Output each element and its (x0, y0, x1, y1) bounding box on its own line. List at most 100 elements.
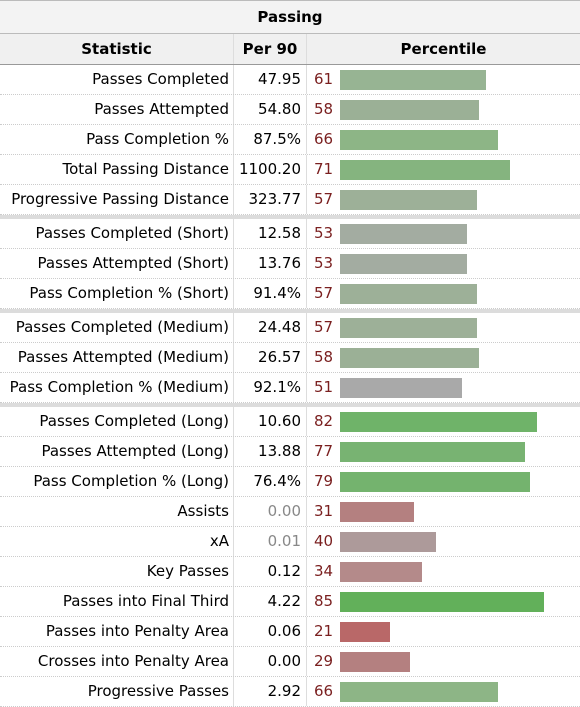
percentile-value: 40 (314, 532, 334, 550)
percentile-bar (340, 501, 414, 522)
percentile-cell: 66 (307, 677, 580, 706)
per90-value: 54.80 (234, 95, 307, 124)
table-row: Passes Completed (Short) 12.58 53 (0, 219, 580, 249)
table-row: Pass Completion % (Short) 91.4% 57 (0, 279, 580, 309)
percentile-bar (340, 223, 467, 244)
stat-name: Progressive Passes (0, 677, 234, 706)
percentile-cell: 82 (307, 407, 580, 436)
stat-name: Pass Completion % (0, 125, 234, 154)
stat-name: Progressive Passing Distance (0, 185, 234, 214)
stat-name: Total Passing Distance (0, 155, 234, 184)
percentile-bar (340, 591, 544, 612)
per90-value: 0.00 (234, 497, 307, 526)
per90-value: 13.76 (234, 249, 307, 278)
table-row: Passes into Penalty Area 0.06 21 (0, 617, 580, 647)
stat-name: Passes into Penalty Area (0, 617, 234, 646)
table-row: Crosses into Penalty Area 0.00 29 (0, 647, 580, 677)
table-row: Total Passing Distance 1100.20 71 (0, 155, 580, 185)
percentile-cell: 58 (307, 343, 580, 372)
percentile-bar (340, 159, 510, 180)
percentile-bar (340, 189, 477, 210)
percentile-bar (340, 411, 537, 432)
percentile-value: 57 (314, 318, 334, 336)
percentile-value: 66 (314, 130, 334, 148)
per90-value: 0.00 (234, 647, 307, 676)
stat-name: Pass Completion % (Short) (0, 279, 234, 308)
percentile-value: 57 (314, 190, 334, 208)
percentile-value: 53 (314, 224, 334, 242)
table-title: Passing (0, 0, 580, 34)
group-separator (0, 309, 580, 313)
percentile-bar (340, 377, 462, 398)
percentile-cell: 21 (307, 617, 580, 646)
table-row: Passes Attempted (Long) 13.88 77 (0, 437, 580, 467)
table-row: xA 0.01 40 (0, 527, 580, 557)
table-row: Passes Attempted (Medium) 26.57 58 (0, 343, 580, 373)
header-statistic[interactable]: Statistic (0, 34, 234, 64)
percentile-bar (340, 621, 390, 642)
table-row: Passes Completed (Medium) 24.48 57 (0, 313, 580, 343)
per90-value: 26.57 (234, 343, 307, 372)
table-row: Passes into Final Third 4.22 85 (0, 587, 580, 617)
percentile-bar (340, 441, 525, 462)
per90-value: 0.06 (234, 617, 307, 646)
percentile-value: 85 (314, 592, 334, 610)
table-row: Pass Completion % (Medium) 92.1% 51 (0, 373, 580, 403)
percentile-value: 34 (314, 562, 334, 580)
stat-name: Passes Attempted (Short) (0, 249, 234, 278)
stat-name: Passes Attempted (0, 95, 234, 124)
percentile-value: 79 (314, 472, 334, 490)
percentile-cell: 31 (307, 497, 580, 526)
stat-name: Crosses into Penalty Area (0, 647, 234, 676)
table-row: Pass Completion % (Long) 76.4% 79 (0, 467, 580, 497)
percentile-bar (340, 561, 422, 582)
stat-name: Passes Attempted (Medium) (0, 343, 234, 372)
table-row: Progressive Passes 2.92 66 (0, 677, 580, 707)
percentile-cell: 57 (307, 313, 580, 342)
per90-value: 2.92 (234, 677, 307, 706)
percentile-cell: 79 (307, 467, 580, 496)
percentile-cell: 29 (307, 647, 580, 676)
table-row: Passes Attempted 54.80 58 (0, 95, 580, 125)
stat-name: Passes Attempted (Long) (0, 437, 234, 466)
percentile-cell: 58 (307, 95, 580, 124)
percentile-bar (340, 317, 477, 338)
per90-value: 47.95 (234, 65, 307, 94)
table-row: Assists 0.00 31 (0, 497, 580, 527)
percentile-bar (340, 69, 486, 90)
stat-name: Passes Completed (Long) (0, 407, 234, 436)
percentile-value: 53 (314, 254, 334, 272)
per90-value: 91.4% (234, 279, 307, 308)
percentile-cell: 77 (307, 437, 580, 466)
percentile-value: 61 (314, 70, 334, 88)
stat-name: Passes Completed (Medium) (0, 313, 234, 342)
per90-value: 4.22 (234, 587, 307, 616)
percentile-cell: 85 (307, 587, 580, 616)
percentile-bar (340, 99, 479, 120)
table-body: Passes Completed 47.95 61 Passes Attempted 5… (0, 65, 580, 707)
header-percentile[interactable]: Percentile (400, 40, 487, 58)
header-per90[interactable]: Per 90 (234, 34, 307, 64)
percentile-value: 66 (314, 682, 334, 700)
per90-value: 13.88 (234, 437, 307, 466)
percentile-bar (340, 681, 498, 702)
table-row: Key Passes 0.12 34 (0, 557, 580, 587)
stat-name: Key Passes (0, 557, 234, 586)
per90-value: 87.5% (234, 125, 307, 154)
percentile-cell: 53 (307, 219, 580, 248)
stat-name: xA (0, 527, 234, 556)
group-separator (0, 403, 580, 407)
percentile-cell: 61 (307, 65, 580, 94)
table-row: Passes Completed 47.95 61 (0, 65, 580, 95)
group-separator (0, 215, 580, 219)
per90-value: 323.77 (234, 185, 307, 214)
percentile-value: 57 (314, 284, 334, 302)
percentile-cell: 40 (307, 527, 580, 556)
per90-value: 0.01 (234, 527, 307, 556)
percentile-value: 82 (314, 412, 334, 430)
percentile-value: 77 (314, 442, 334, 460)
stat-name: Pass Completion % (Medium) (0, 373, 234, 402)
percentile-value: 31 (314, 502, 334, 520)
per90-value: 76.4% (234, 467, 307, 496)
